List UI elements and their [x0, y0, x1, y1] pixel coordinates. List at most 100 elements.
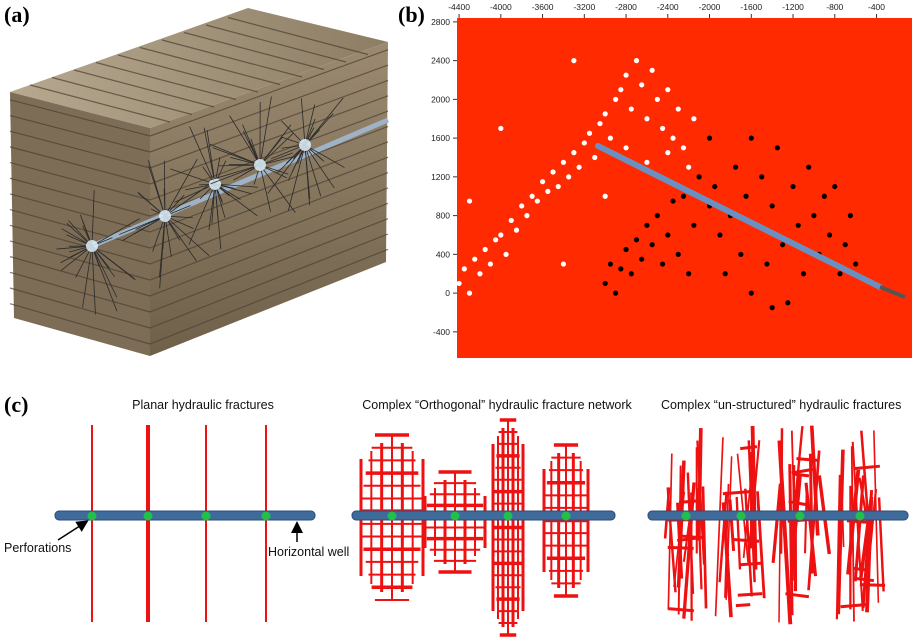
x-tick-label: -4400: [448, 2, 470, 12]
scatter-point: [853, 261, 859, 267]
scatter-point: [613, 290, 619, 296]
scatter-point: [633, 58, 640, 64]
scatter-point: [696, 174, 702, 180]
stratum: [9, 177, 151, 217]
fracture: [287, 144, 306, 211]
scatter-point: [639, 256, 645, 262]
y-tick-label: 2000: [431, 94, 450, 104]
stratum: [149, 156, 389, 249]
x-tick-label: -2400: [657, 2, 679, 12]
burst-glow: [86, 240, 98, 252]
scatter-point: [759, 174, 765, 180]
stratum: [117, 54, 259, 93]
fracture: [304, 144, 345, 168]
horizontal-well: [54, 510, 316, 521]
x-tick-label: -3200: [573, 2, 595, 12]
stratum: [149, 49, 389, 137]
stratum: [183, 31, 325, 71]
scatter-point: [477, 271, 483, 277]
scatter-point: [680, 193, 687, 199]
stratum: [95, 61, 237, 101]
scatter-point: [769, 203, 775, 209]
perforation: [87, 511, 97, 521]
scatter-point: [493, 237, 499, 243]
scatter-point: [670, 135, 676, 141]
unstructured-fracture: [735, 603, 751, 608]
fracture: [267, 144, 306, 194]
scatter-point: [644, 116, 650, 122]
scatter-point: [623, 145, 629, 151]
unstructured-fracture: [737, 592, 763, 597]
unstructured-fracture: [859, 583, 886, 587]
stratum: [9, 209, 151, 249]
x-tick-label: -4000: [490, 2, 512, 12]
scatter-point: [498, 232, 504, 238]
fracture: [214, 183, 259, 188]
scatter-point: [722, 271, 728, 277]
unstructured-fracture: [852, 566, 868, 572]
scatter-point: [826, 232, 833, 238]
scatter-point: [482, 246, 488, 253]
scatter-point: [503, 251, 509, 257]
stratum: [9, 224, 151, 265]
fracture: [60, 245, 93, 271]
perforation: [736, 511, 746, 521]
stratum: [29, 84, 171, 123]
scatter-point: [498, 125, 504, 132]
horizontal-well: [647, 510, 909, 521]
x-tick-label: -3600: [532, 2, 554, 12]
unstructured-fracture: [788, 500, 809, 507]
fracture: [91, 245, 96, 315]
fracture: [121, 215, 166, 242]
unstructured-fracture: [853, 464, 881, 471]
scatter-point: [457, 280, 462, 287]
fracture: [189, 126, 216, 185]
unstructured-fracture: [740, 561, 763, 567]
burst-glow: [254, 159, 266, 171]
perforation: [503, 511, 513, 521]
perforation: [143, 511, 153, 521]
stratum: [9, 287, 151, 329]
scatter-point: [639, 82, 645, 88]
unstructured-fracture: [744, 488, 753, 597]
scatter-point: [847, 213, 854, 219]
unstructured-fracture: [732, 538, 760, 543]
scatter-point: [576, 164, 582, 170]
fracture: [91, 245, 136, 281]
stratum: [9, 161, 151, 201]
unstructured-fracture: [667, 453, 673, 610]
stratum: [139, 46, 281, 86]
scatter-point: [738, 251, 744, 257]
horizontal-well: [351, 510, 616, 521]
scatter-point: [680, 145, 687, 151]
fracture: [214, 183, 219, 221]
arrow: [57, 520, 89, 541]
x-tick-label: -2000: [699, 2, 721, 12]
scatter-point: [665, 232, 671, 238]
unstructured-fracture: [735, 496, 742, 570]
unstructured-fracture: [836, 449, 845, 615]
scatter-point: [628, 271, 634, 277]
scatter-point: [686, 271, 692, 277]
fracture: [91, 190, 95, 247]
scatter-point: [513, 227, 520, 233]
fracture: [304, 144, 335, 189]
x-tick-label: -400: [868, 2, 885, 12]
stratum: [9, 271, 151, 313]
scatter-point: [691, 116, 697, 122]
fracture: [91, 245, 118, 298]
fracture: [208, 164, 261, 181]
fracture: [214, 183, 252, 195]
perforation: [450, 511, 460, 521]
unstructured-fracture: [701, 486, 708, 609]
panel-label: (b): [398, 2, 425, 27]
scatter-point: [613, 96, 619, 102]
fracture: [164, 158, 198, 217]
scatter-point: [466, 290, 473, 296]
stratum: [149, 218, 389, 313]
fracture: [270, 144, 306, 160]
y-tick-label: 400: [436, 249, 450, 259]
scatter-point: [519, 203, 525, 209]
scatter-point: [644, 222, 650, 228]
stratum: [149, 202, 389, 297]
